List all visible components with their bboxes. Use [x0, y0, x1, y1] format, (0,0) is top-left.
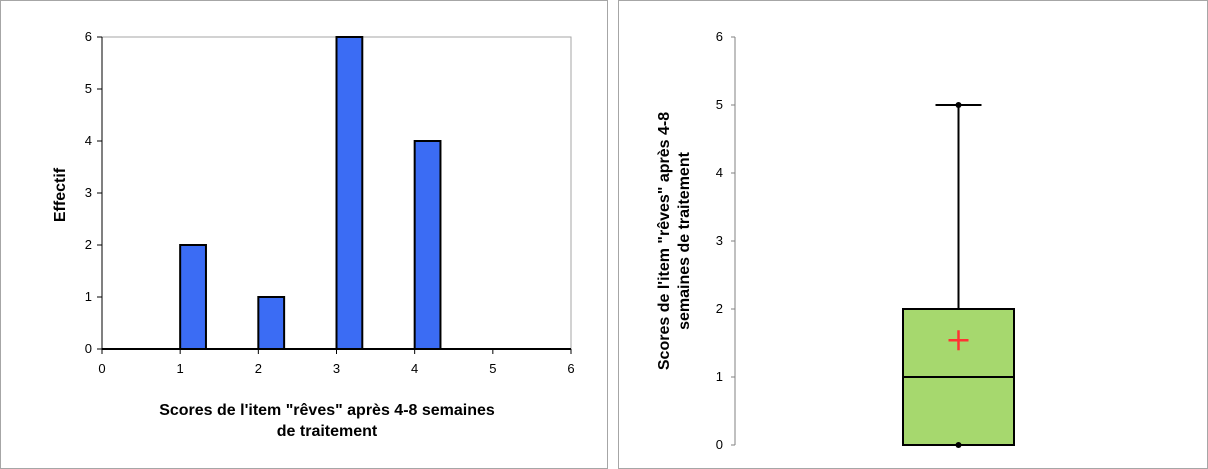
y-tick-label: 4 — [85, 133, 92, 148]
y-tick-label: 0 — [716, 437, 723, 452]
min-point — [955, 442, 962, 448]
histogram-panel: 0 1 2 3 4 5 6 0 1 2 3 4 5 6 Scores de l'item "rêves" … — [0, 0, 608, 469]
y-tick-label: 3 — [85, 185, 92, 200]
y-axis-title: Effectif — [52, 167, 69, 222]
y-axis-title-line-2: semaines de traitement — [676, 151, 693, 330]
x-axis-title-line-2: de traitement — [277, 423, 378, 440]
histogram-bar — [179, 244, 207, 350]
y-tick-label: 6 — [85, 29, 92, 44]
y-tick-label: 5 — [85, 81, 92, 96]
y-tick-label: 1 — [85, 289, 92, 304]
boxplot-chart: 0 1 2 3 4 5 6 Scores de l'item "rêves" après 4… — [656, 29, 1015, 452]
boxplot-panel: 0 1 2 3 4 5 6 Scores de l'item "rêves" après 4… — [618, 0, 1208, 469]
y-tick-label: 5 — [716, 97, 723, 112]
x-tick-label: 2 — [255, 361, 262, 376]
histogram-bar — [413, 140, 442, 350]
max-point — [955, 102, 962, 108]
y-tick-label: 1 — [716, 369, 723, 384]
y-axis-title-line-1: Scores de l'item "rêves" après 4-8 — [656, 112, 673, 370]
x-tick-label: 6 — [567, 361, 574, 376]
x-tick-label: 4 — [411, 361, 418, 376]
x-tick-label: 5 — [489, 361, 496, 376]
histogram-chart: 0 1 2 3 4 5 6 0 1 2 3 4 5 6 Scores de l'item "rêves" … — [52, 29, 575, 440]
histogram-bar — [257, 296, 286, 350]
histogram-bar — [335, 36, 364, 350]
x-tick-label: 1 — [177, 361, 184, 376]
y-tick-label: 6 — [716, 29, 723, 44]
y-tick-label: 0 — [85, 341, 92, 356]
x-tick-label: 3 — [333, 361, 340, 376]
y-tick-label: 2 — [716, 301, 723, 316]
y-tick-label: 2 — [85, 237, 92, 252]
x-tick-label: 0 — [98, 361, 105, 376]
y-tick-label: 3 — [716, 233, 723, 248]
x-axis-title-line-1: Scores de l'item "rêves" après 4-8 semai… — [159, 402, 495, 419]
y-tick-label: 4 — [716, 165, 723, 180]
